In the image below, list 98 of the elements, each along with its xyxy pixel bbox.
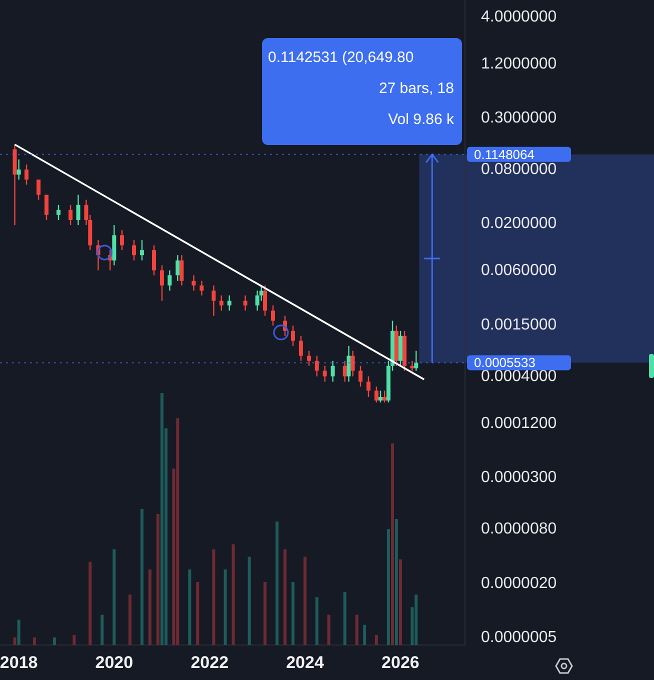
candlestick <box>36 179 41 200</box>
candlestick <box>358 365 363 388</box>
bar <box>276 522 279 645</box>
candlestick <box>132 239 136 262</box>
y-tick-label: 0.0000005 <box>481 628 557 646</box>
bar <box>188 569 192 645</box>
bar <box>394 519 398 645</box>
y-tick-label: 0.0060000 <box>481 262 557 280</box>
y-tick-label: 0.0004000 <box>481 368 557 385</box>
candlestick <box>192 274 196 292</box>
bar <box>264 582 267 645</box>
bar <box>224 569 227 645</box>
candlestick <box>290 325 295 347</box>
candlestick <box>298 335 303 362</box>
y-tick-label: 0.0000080 <box>481 520 557 538</box>
bar <box>140 508 144 645</box>
bar <box>398 559 402 645</box>
candlestick <box>219 294 224 312</box>
bar <box>291 582 294 645</box>
bar <box>315 597 318 645</box>
bar <box>176 418 180 645</box>
candlestick <box>342 360 347 382</box>
candlestick <box>180 254 184 286</box>
candlestick <box>168 270 172 292</box>
candlestick <box>24 164 29 186</box>
bar <box>112 549 116 645</box>
candlestick <box>330 360 335 382</box>
candlestick <box>350 350 355 377</box>
bar <box>355 614 358 645</box>
candlestick <box>160 264 164 302</box>
candlestick <box>44 194 48 221</box>
bar <box>374 634 378 645</box>
bar <box>327 614 330 645</box>
bar <box>128 594 132 645</box>
candlestick <box>212 284 216 316</box>
candlestick <box>16 158 21 180</box>
bar <box>343 592 346 645</box>
bar <box>284 549 287 645</box>
candlestick <box>200 280 204 296</box>
candlestick <box>270 304 275 326</box>
bar <box>52 637 56 645</box>
y-tick-label: 4.0000000 <box>481 8 557 26</box>
candlestick <box>366 376 370 398</box>
candlestick <box>152 244 156 276</box>
bar <box>156 514 160 645</box>
candlestick <box>76 194 80 226</box>
annotation: Vol 9.86 k <box>388 111 454 128</box>
candlestick <box>120 230 124 251</box>
annotation: 0.1142531 (20,649.80 <box>268 49 414 66</box>
candlestick <box>382 390 387 404</box>
y-tick-label: 0.3000000 <box>481 110 557 127</box>
candlestick <box>322 365 327 382</box>
annotation: 27 bars, 18 <box>378 80 454 97</box>
ref-line-label: 0.0005533 <box>474 355 536 370</box>
y-tick-label: 0.0000300 <box>481 469 557 486</box>
y-tick-label: 0.0001200 <box>481 414 557 432</box>
bar <box>196 582 200 645</box>
bar <box>232 544 235 645</box>
bar <box>13 637 16 645</box>
x-tick-label: 2024 <box>286 653 324 672</box>
candlestick <box>263 284 268 316</box>
y-tick-label: 0.0000020 <box>481 574 557 592</box>
candlestick <box>378 390 382 404</box>
bar <box>391 443 394 645</box>
bar <box>212 549 216 645</box>
x-tick-label: 2022 <box>190 653 229 672</box>
candlestick <box>307 350 312 366</box>
candlestick <box>374 386 378 404</box>
bar <box>363 624 366 645</box>
candlestick <box>346 345 351 382</box>
x-tick-label: 2020 <box>95 653 134 672</box>
ref-line-label: 0.1148064 <box>474 146 534 162</box>
x-tick-label: 2026 <box>382 653 420 672</box>
candlestick <box>243 294 248 312</box>
bar <box>248 556 251 645</box>
candlestick <box>176 254 180 282</box>
candlestick <box>414 350 418 372</box>
y-tick-label: 0.0200000 <box>481 215 557 232</box>
bar <box>72 634 76 645</box>
bar <box>414 594 418 645</box>
bar <box>303 556 306 645</box>
bar <box>88 562 92 645</box>
y-tick-label: 0.0800000 <box>481 161 557 178</box>
bar <box>148 569 152 645</box>
candlestick <box>68 204 73 226</box>
bar <box>17 620 20 645</box>
candlestick <box>227 294 232 312</box>
y-tick-label: 0.0015000 <box>481 316 557 334</box>
candlestick <box>56 204 61 221</box>
candlestick <box>314 355 319 377</box>
candlestick <box>140 239 144 262</box>
bar <box>32 637 36 645</box>
candlestick <box>255 290 260 312</box>
x-tick-label: 2018 <box>0 653 38 672</box>
bar <box>100 614 104 645</box>
bar <box>160 393 164 645</box>
y-tick-label: 1.2000000 <box>481 55 557 72</box>
bar <box>386 529 390 645</box>
